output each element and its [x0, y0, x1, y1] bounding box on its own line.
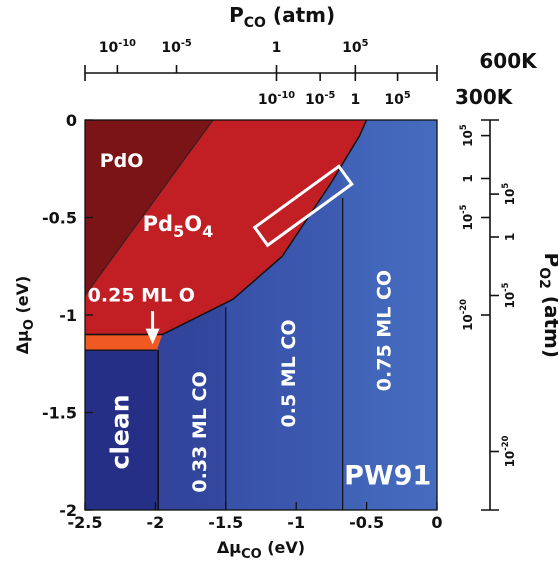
label-method: PW91: [344, 461, 431, 492]
label-pd5o4: Pd5O4: [143, 212, 214, 241]
y-axis-label: ΔμO (eV): [13, 276, 37, 355]
boundary-pdo-pd5o4: [84, 119, 214, 296]
x-tick-label: 0: [431, 513, 442, 532]
top-scale-300k-label: 300K: [455, 85, 514, 109]
right-tick-label-right: 1: [503, 233, 517, 241]
top-tick-label-300k: 10-10: [258, 90, 295, 108]
y-tick-label: -0.5: [42, 209, 77, 228]
region-labels: PdO Pd5O4 0.25 ML O clean 0.33 ML CO 0.5 ML C…: [88, 150, 432, 493]
label-0-75-ml-co: 0.75 ML CO: [374, 270, 396, 391]
region-0-25-ml-o: [85, 334, 163, 351]
y-tick-label: 0: [66, 111, 77, 130]
top-tick-label-600k: 10-10: [99, 38, 136, 56]
x-tick-label: -1: [287, 513, 305, 532]
top-tick-label-600k: 10-5: [161, 38, 192, 56]
x-axis-label: ΔμCO (eV): [217, 538, 305, 562]
right-tick-label-right: 105: [500, 183, 517, 206]
right-tick-label-left: 10-5: [458, 204, 475, 230]
label-0-25-ml-o: 0.25 ML O: [88, 284, 195, 306]
right-tick-label-right: 10-5: [500, 282, 517, 308]
label-0-33-ml-co: 0.33 ML CO: [189, 371, 211, 492]
y-tick-label: -2: [59, 501, 77, 520]
x-tick-label: -1.5: [208, 513, 243, 532]
x-tick-label: -2: [147, 513, 165, 532]
label-clean: clean: [106, 394, 135, 469]
y-tick-label: -1.5: [42, 404, 77, 423]
top-scale-600k-label: 600K: [479, 49, 538, 73]
top-tick-label-600k: 105: [342, 38, 368, 56]
x-tick-label: -2.5: [68, 513, 103, 532]
phase-boundaries: [84, 119, 368, 510]
highlight-box: [252, 164, 354, 248]
top-tick-label-600k: 1: [272, 40, 282, 56]
top-pressure-axis: PCO (atm) 10-10 10-5 1 105 10-10 10-5 1 105 600K 3…: [84, 3, 538, 109]
top-axis-title: PCO (atm): [229, 3, 335, 31]
y-tick-label: -1: [59, 306, 77, 325]
x-tick-label: -0.5: [349, 513, 384, 532]
top-tick-label-300k: 1: [350, 92, 360, 108]
right-tick-label-left: 10-20: [458, 299, 475, 331]
right-tick-label-right: 10-20: [500, 435, 517, 467]
right-axis-title: PO2 (atm): [536, 253, 558, 358]
region-clean: [85, 350, 159, 510]
right-pressure-axis: 105 1 10-5 10-20 105 1 10-5 10-20 PO2 (atm): [458, 119, 558, 511]
label-pdo: PdO: [100, 150, 144, 172]
label-0-5-ml-co: 0.5 ML CO: [278, 320, 300, 428]
region-0-75-ml-co: [342, 120, 437, 510]
top-tick-label-300k: 105: [384, 90, 410, 108]
annotation-arrow-head: [145, 328, 160, 345]
top-tick-label-300k: 10-5: [305, 90, 336, 108]
right-tick-label-left: 1: [461, 174, 475, 182]
right-tick-label-left: 105: [458, 124, 475, 147]
